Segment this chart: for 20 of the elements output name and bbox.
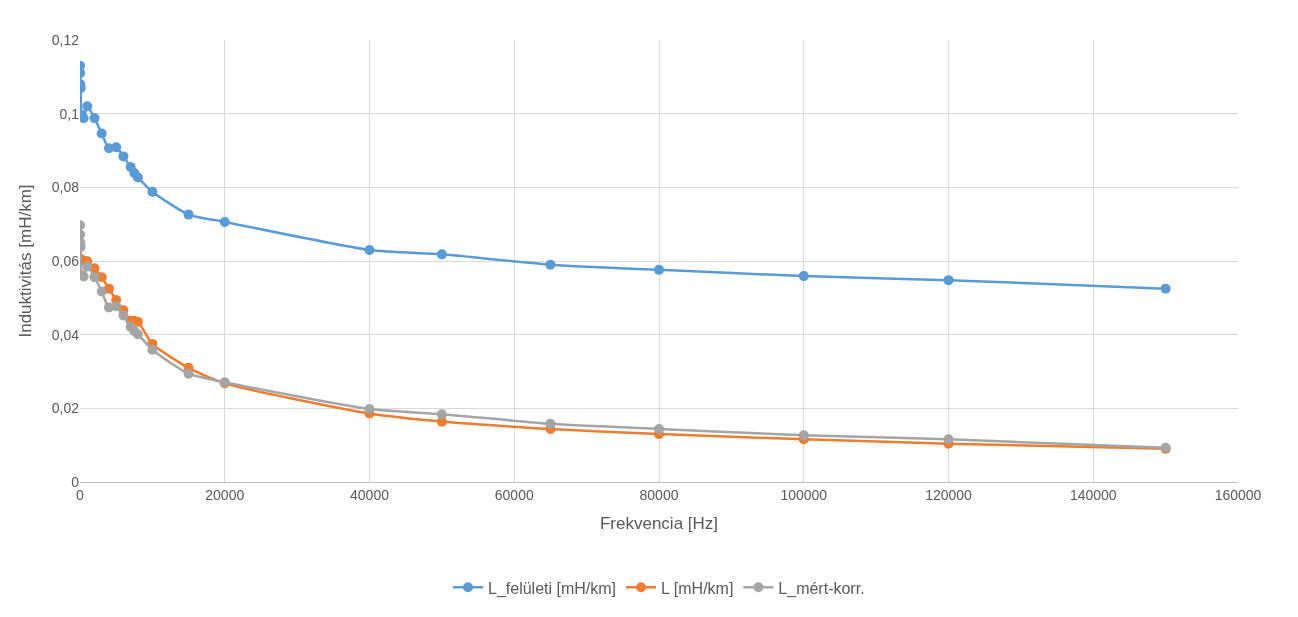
- y-tick-label: 0,04: [51, 326, 80, 343]
- x-tick-label: 160000: [1214, 486, 1262, 503]
- x-axis-title: Frekvencia [Hz]: [599, 514, 719, 534]
- x-tick-label: 100000: [780, 486, 828, 503]
- x-tick-label: 140000: [1069, 486, 1117, 503]
- y-tick-label: 0,1: [59, 105, 80, 122]
- legend-label: L_mért-korr.: [778, 579, 865, 598]
- legend-label: L_felületi [mH/km]: [488, 579, 617, 598]
- y-tick-label: 0,08: [51, 179, 80, 196]
- y-axis-title: Induktivitás [mH/km]: [16, 184, 36, 338]
- y-tick-label: 0,06: [51, 252, 80, 269]
- y-tick-label: 0,12: [51, 31, 80, 48]
- x-tick-label: 20000: [205, 486, 245, 503]
- legend-label: L [mH/km]: [661, 579, 734, 597]
- y-tick-label: 0,02: [51, 400, 80, 417]
- x-tick-label: 80000: [639, 486, 679, 503]
- x-tick-label: 40000: [350, 486, 390, 503]
- x-tick-label: 60000: [494, 486, 534, 503]
- y-tick-label: 0: [71, 473, 80, 490]
- x-tick-label: 120000: [925, 486, 973, 503]
